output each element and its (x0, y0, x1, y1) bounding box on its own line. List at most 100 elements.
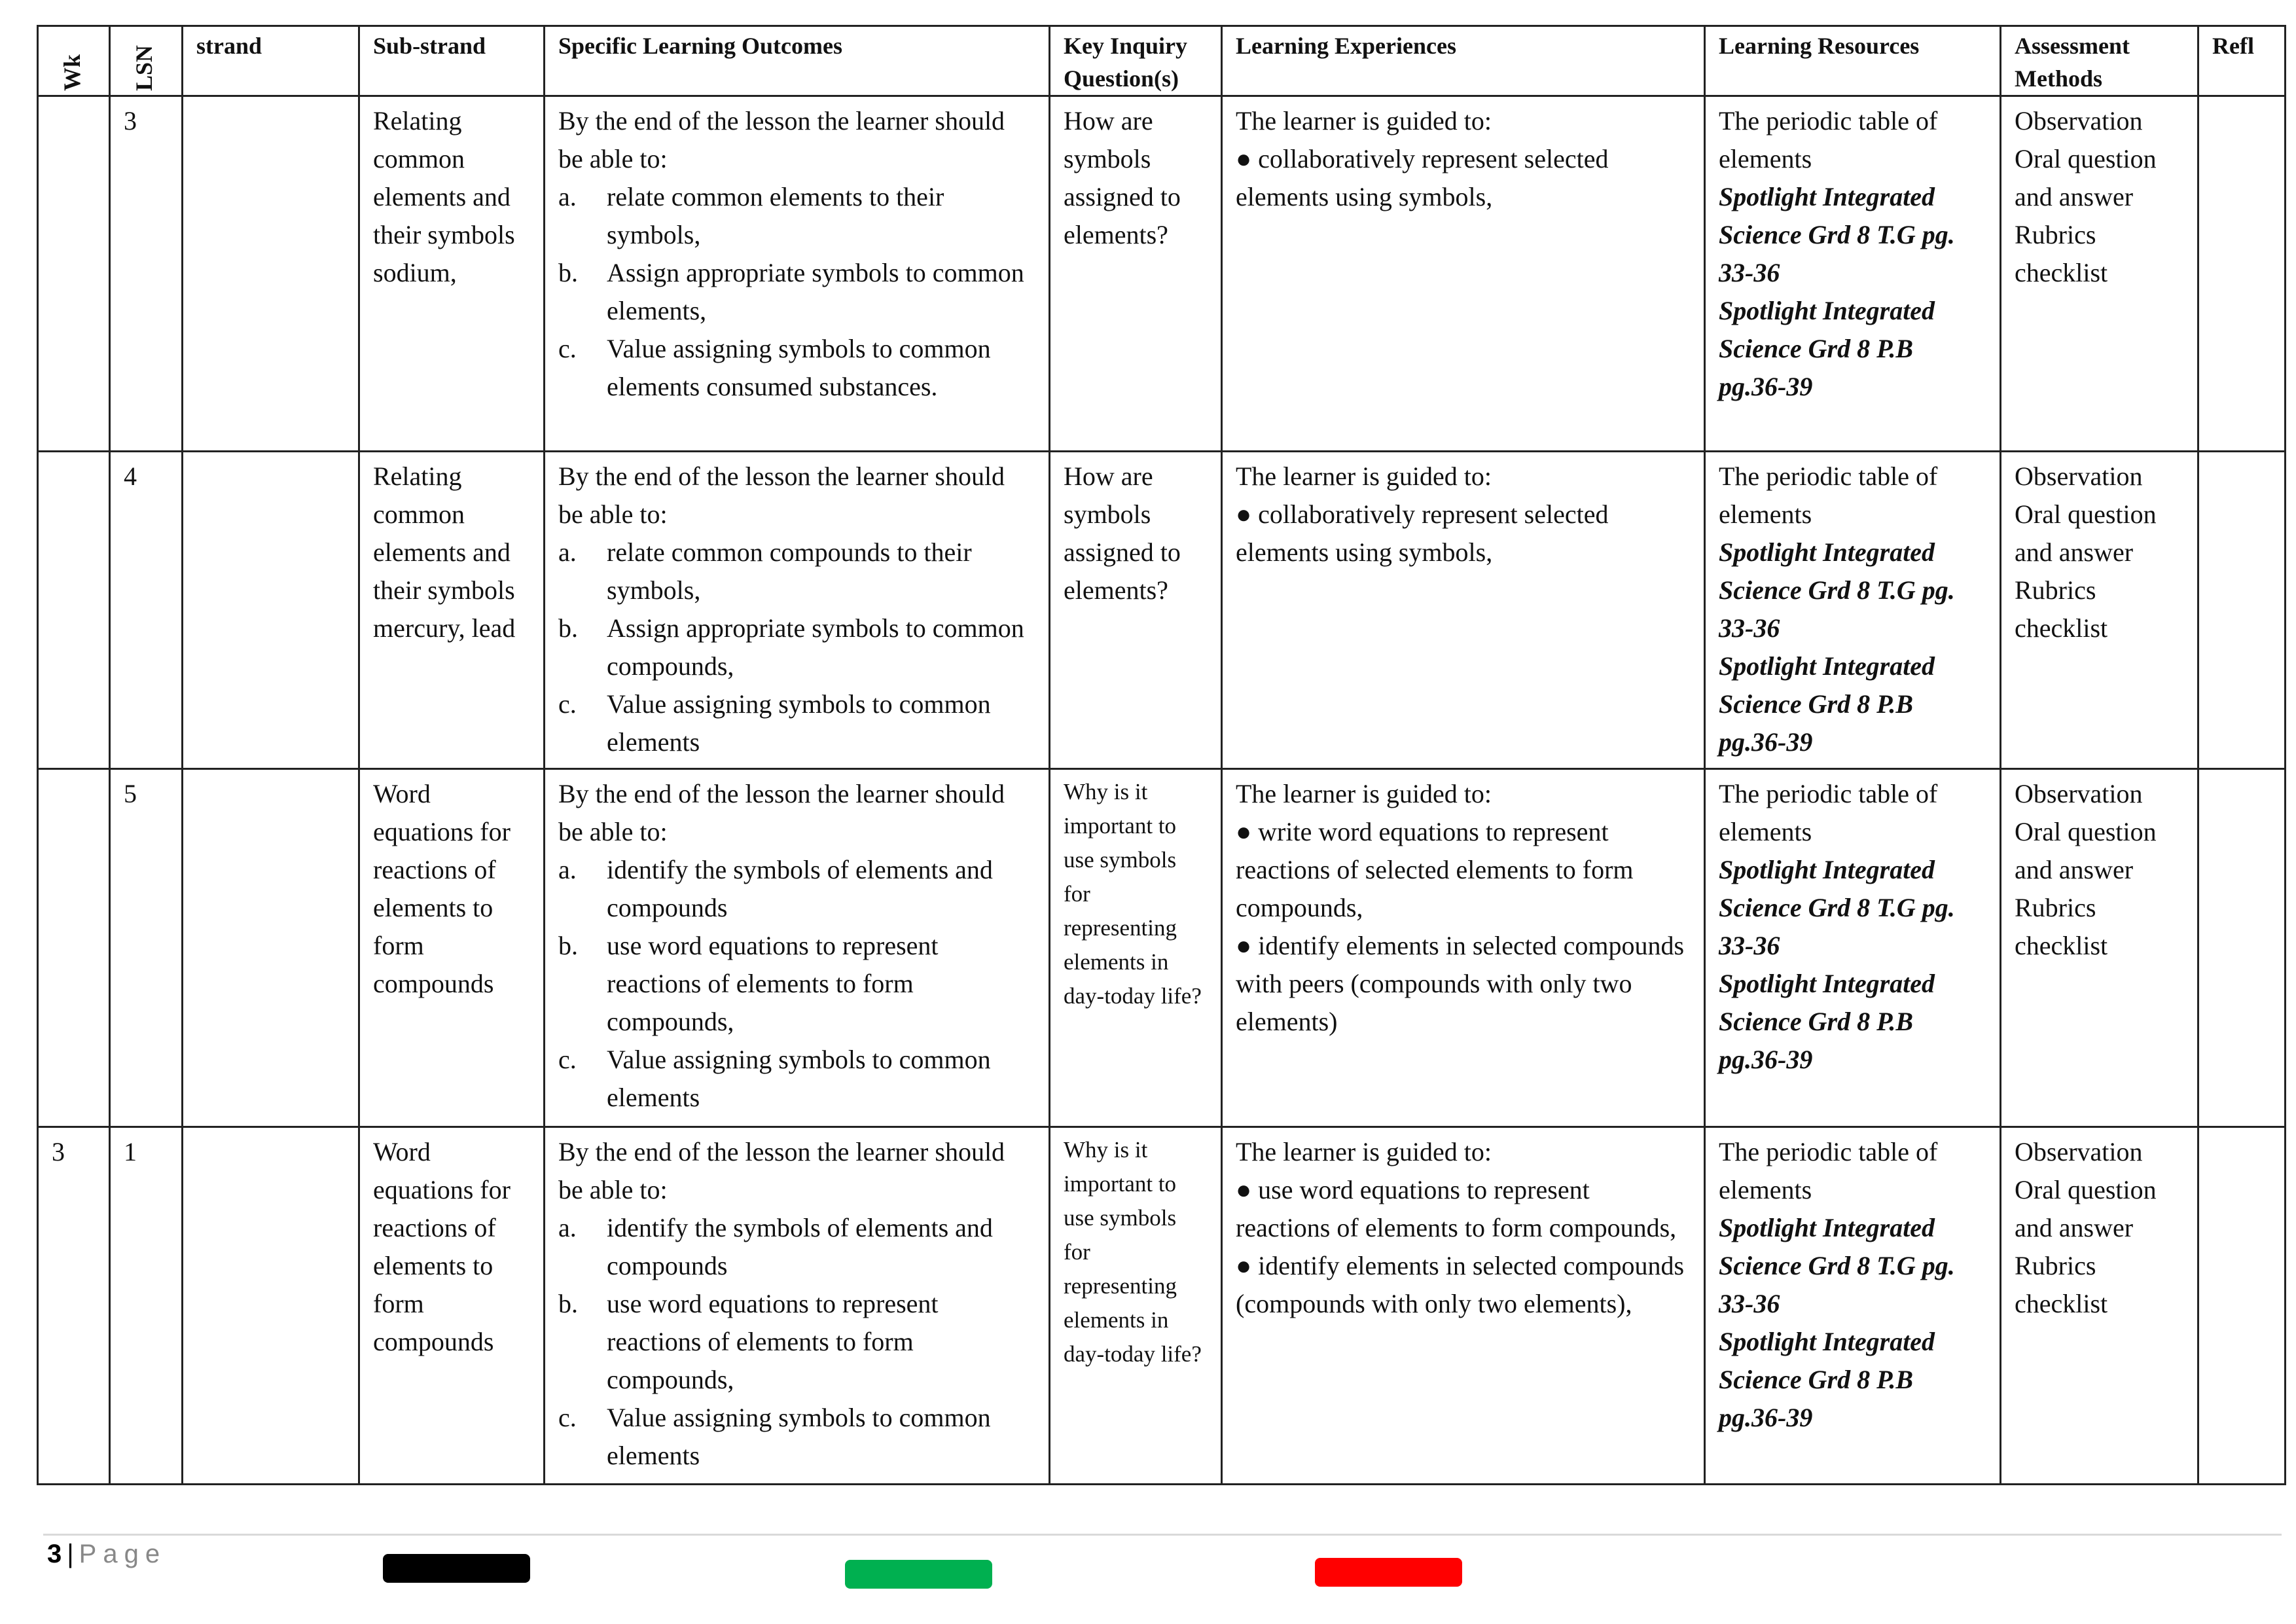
outcome-text: identify the symbols of elements and com… (607, 1213, 993, 1280)
outcome-marker: c. (558, 1045, 577, 1074)
assessment-cell: Observation Oral question and answer Rubri… (2000, 450, 2199, 770)
assessment-item: Rubrics (2015, 1251, 2096, 1280)
resource-book: Spotlight Integrated Science Grd 8 P.B p… (1719, 1323, 1986, 1437)
experience-item: ● identify elements in selected compound… (1236, 1251, 1685, 1318)
learning-experiences-cell: The learner is guided to: ● use word equa… (1221, 1126, 1706, 1485)
outcomes-intro: By the end of the lesson the learner sho… (558, 779, 1005, 846)
experience-item: ● collaboratively represent selected ele… (1236, 144, 1609, 211)
experience-item: ● identify elements in selected compound… (1236, 931, 1685, 1036)
header-cell: Wk (37, 25, 111, 97)
assessment-item: Observation (2015, 1137, 2143, 1166)
learning-experiences-cell: The learner is guided to: ● collaborative… (1221, 95, 1706, 452)
resource-book-title: Spotlight Integrated Science Grd 8 P.B p… (1719, 651, 1935, 757)
experiences-intro: The learner is guided to: (1236, 461, 1492, 491)
learning-outcomes-cell: By the end of the lesson the learner sho… (543, 1126, 1050, 1485)
outcome-text: use word equations to represent reaction… (607, 931, 939, 1036)
resource-book-title: Spotlight Integrated Science Grd 8 P.B p… (1719, 1327, 1935, 1432)
lesson-cell: 5 (109, 768, 183, 1128)
outcome-text: Value assigning symbols to common elemen… (607, 689, 991, 757)
assessment-item: Oral question and answer (2015, 1175, 2157, 1242)
assessment-item: Oral question and answer (2015, 817, 2157, 884)
experiences-intro: The learner is guided to: (1236, 1137, 1492, 1166)
resource-book: Spotlight Integrated Science Grd 8 T.G p… (1719, 178, 1986, 292)
outcome-marker: c. (558, 1403, 577, 1432)
learning-outcomes-cell: By the end of the lesson the learner sho… (543, 768, 1050, 1128)
table-row: 3 1 Word equations for reactions of elemen… (37, 1126, 2286, 1485)
week-cell (37, 450, 111, 770)
lesson-cell: 4 (109, 450, 183, 770)
header-cell: LSN (109, 25, 183, 97)
footer-divider (43, 1534, 2282, 1536)
inquiry-question-cell: Why is it important to use symbols for r… (1049, 1126, 1223, 1485)
lesson-plan-table: Wk LSN strand Sub-strand Specific Learning O… (37, 25, 2286, 1485)
reflection-cell (2197, 450, 2286, 770)
outcome-item: c. Value assigning symbols to common elem… (558, 1399, 1035, 1475)
outcome-text: use word equations to represent reaction… (607, 1289, 939, 1394)
week-cell (37, 768, 111, 1128)
page-number: 3 | Page (47, 1540, 167, 1568)
resource-book-title: Spotlight Integrated Science Grd 8 T.G p… (1719, 537, 1955, 643)
table-row: 3 Relating common elements and their symb… (37, 95, 2286, 452)
strand-cell (181, 768, 360, 1128)
resource-book-title: Spotlight Integrated Science Grd 8 T.G p… (1719, 1213, 1955, 1318)
resource-book: Spotlight Integrated Science Grd 8 T.G p… (1719, 851, 1986, 965)
header-label: LSN (131, 45, 157, 91)
inquiry-question-cell: How are symbols assigned to elements? (1049, 450, 1223, 770)
outcome-marker: c. (558, 689, 577, 719)
assessment-item: checklist (2015, 258, 2108, 287)
header-cell: Key Inquiry Question(s) (1049, 25, 1223, 97)
week-cell: 3 (37, 1126, 111, 1485)
experience-item: ● collaboratively represent selected ele… (1236, 499, 1609, 567)
header-cell: Learning Experiences (1221, 25, 1706, 97)
outcome-marker: a. (558, 537, 577, 567)
lesson-cell: 1 (109, 1126, 183, 1485)
assessment-item: checklist (2015, 931, 2108, 960)
assessment-item: Oral question and answer (2015, 499, 2157, 567)
header-cell: Sub-strand (358, 25, 545, 97)
experience-item: ● use word equations to represent reacti… (1236, 1175, 1677, 1242)
outcome-marker: c. (558, 334, 577, 363)
substrand-cell: Word equations for reactions of elements… (358, 768, 545, 1128)
outcome-item: b. Assign appropriate symbols to common c… (558, 609, 1035, 685)
assessment-item: Rubrics (2015, 575, 2096, 605)
header-label: Wk (58, 54, 85, 91)
resource-book-title: Spotlight Integrated Science Grd 8 P.B p… (1719, 969, 1935, 1074)
experience-item: ● write word equations to represent reac… (1236, 817, 1634, 922)
outcome-marker: b. (558, 931, 578, 960)
learning-outcomes-cell: By the end of the lesson the learner sho… (543, 450, 1050, 770)
outcome-marker: a. (558, 1213, 577, 1242)
experiences-intro: The learner is guided to: (1236, 106, 1492, 135)
outcome-text: relate common elements to their symbols, (607, 182, 944, 249)
strand-cell (181, 95, 360, 452)
resource-book-title: Spotlight Integrated Science Grd 8 P.B p… (1719, 296, 1935, 401)
outcome-item: a. identify the symbols of elements and c… (558, 1209, 1035, 1285)
outcome-marker: b. (558, 258, 578, 287)
table-row: 5 Word equations for reactions of element… (37, 768, 2286, 1128)
week-cell (37, 95, 111, 452)
outcome-item: c. Value assigning symbols to common elem… (558, 1041, 1035, 1117)
table-row: 4 Relating common elements and their symb… (37, 450, 2286, 770)
resource-item: The periodic table of elements (1719, 779, 1938, 846)
outcome-item: a. relate common elements to their symbol… (558, 178, 1035, 254)
header-cell: strand (181, 25, 360, 97)
resource-book: Spotlight Integrated Science Grd 8 P.B p… (1719, 292, 1986, 406)
outcome-item: b. Assign appropriate symbols to common e… (558, 254, 1035, 330)
outcome-item: b. use word equations to represent reacti… (558, 927, 1035, 1041)
reflection-cell (2197, 1126, 2286, 1485)
resources-cell: The periodic table of elements Spotlight … (1704, 1126, 2001, 1485)
resource-book: Spotlight Integrated Science Grd 8 T.G p… (1719, 1209, 1986, 1323)
resources-cell: The periodic table of elements Spotlight … (1704, 768, 2001, 1128)
substrand-cell: Relating common elements and their symbo… (358, 450, 545, 770)
outcome-text: Value assigning symbols to common elemen… (607, 1045, 991, 1112)
outcome-marker: a. (558, 855, 577, 884)
resource-item: The periodic table of elements (1719, 106, 1938, 173)
header-cell: Learning Resources (1704, 25, 2001, 97)
outcome-text: identify the symbols of elements and com… (607, 855, 993, 922)
resources-cell: The periodic table of elements Spotlight … (1704, 450, 2001, 770)
outcome-text: relate common compounds to their symbols… (607, 537, 972, 605)
outcome-text: Value assigning symbols to common elemen… (607, 1403, 991, 1470)
substrand-cell: Relating common elements and their symbo… (358, 95, 545, 452)
resource-item: The periodic table of elements (1719, 1137, 1938, 1204)
assessment-item: Observation (2015, 779, 2143, 808)
assessment-item: Rubrics (2015, 220, 2096, 249)
